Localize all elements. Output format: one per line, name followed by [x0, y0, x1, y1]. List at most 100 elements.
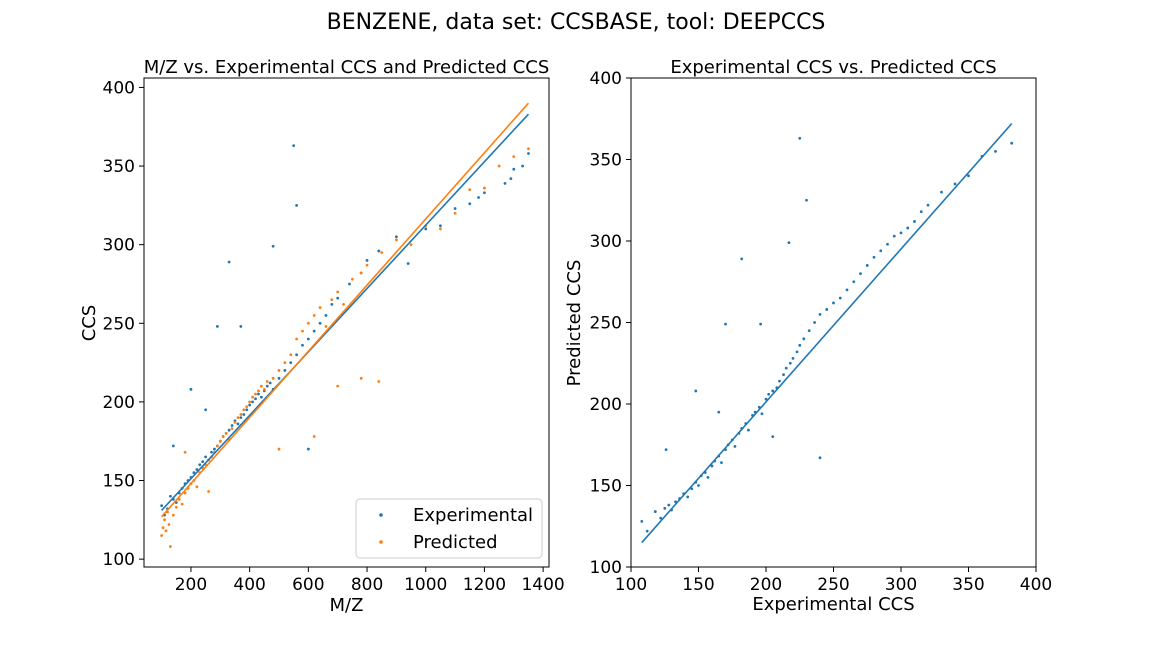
- chart-right-points: [640, 136, 1014, 533]
- data-point: [872, 255, 876, 259]
- chart-right-plot-area: [630, 77, 1037, 568]
- chart-left-x-axis: 200 400 600 800 1000 1200 1400: [175, 567, 565, 595]
- data-point: [295, 337, 299, 341]
- data-point: [798, 343, 802, 347]
- data-point: [301, 329, 304, 333]
- data-point: [503, 181, 507, 185]
- data-point: [195, 468, 199, 471]
- data-point: [213, 447, 216, 451]
- data-point: [236, 422, 240, 426]
- data-point: [798, 136, 802, 140]
- data-point: [879, 249, 883, 253]
- data-point: [259, 395, 263, 399]
- chart-right-title: Experimental CCS vs. Predicted CCS: [670, 57, 996, 78]
- data-point: [204, 408, 208, 412]
- data-point: [239, 416, 243, 420]
- data-point: [865, 264, 869, 267]
- data-point: [289, 353, 293, 357]
- data-point: [254, 397, 257, 401]
- data-point: [483, 191, 486, 195]
- chart-left: M/Z vs. Experimental CCS and Predicted C…: [79, 57, 565, 616]
- data-point: [913, 220, 916, 223]
- data-point: [218, 439, 222, 443]
- data-point: [653, 510, 657, 513]
- data-point: [667, 503, 671, 507]
- data-point: [336, 290, 340, 294]
- data-point: [306, 447, 310, 451]
- data-point: [359, 376, 363, 380]
- data-point: [365, 258, 369, 262]
- data-point: [710, 464, 714, 468]
- chart-left-plot-area: [143, 77, 550, 568]
- data-point: [468, 202, 472, 206]
- chart-left-points: [160, 144, 530, 548]
- data-point: [251, 400, 254, 404]
- data-point: [215, 444, 219, 448]
- data-point: [663, 506, 667, 510]
- data-point: [207, 490, 210, 493]
- data-point: [239, 413, 243, 416]
- data-point: [169, 494, 172, 498]
- data-point: [795, 350, 799, 354]
- data-point: [527, 152, 530, 155]
- x-tick-label: 200: [750, 575, 782, 595]
- x-tick-label: 350: [952, 575, 984, 595]
- data-point: [277, 447, 281, 451]
- data-point: [690, 487, 694, 491]
- data-point: [832, 301, 835, 305]
- data-point: [468, 188, 472, 192]
- data-point: [336, 296, 340, 300]
- data-point: [257, 389, 260, 393]
- y-tick-label: 200: [590, 395, 622, 415]
- data-point: [439, 224, 442, 228]
- x-tick-label: 1000: [404, 575, 447, 595]
- legend-label-predicted: Predicted: [413, 532, 498, 553]
- y-tick-label: 400: [590, 69, 622, 89]
- data-point: [174, 505, 178, 509]
- data-point: [198, 463, 202, 467]
- data-point: [784, 366, 788, 370]
- data-point: [342, 303, 345, 306]
- data-point: [180, 502, 184, 506]
- data-point: [292, 144, 296, 148]
- x-tick-label: 150: [682, 575, 714, 595]
- data-point: [818, 456, 822, 460]
- data-point: [845, 288, 849, 292]
- data-point: [852, 280, 856, 284]
- chart-left-legend: Experimental Predicted: [355, 498, 543, 559]
- data-point: [521, 164, 524, 168]
- y-tick-label: 400: [103, 78, 135, 98]
- data-point: [312, 314, 316, 317]
- data-point: [295, 203, 299, 207]
- data-point: [251, 395, 254, 399]
- data-point: [312, 329, 316, 333]
- data-point: [733, 444, 737, 448]
- y-tick-label: 150: [590, 477, 622, 497]
- y-tick-label: 350: [590, 151, 622, 171]
- data-point: [210, 450, 213, 454]
- data-point: [189, 387, 193, 391]
- data-point: [706, 475, 710, 479]
- data-point: [277, 369, 281, 372]
- data-point: [318, 321, 322, 325]
- y-tick-label: 350: [103, 157, 135, 177]
- data-point: [967, 174, 970, 178]
- chart-right-fit-lines: [641, 123, 1013, 544]
- data-point: [477, 196, 480, 199]
- chart-left-ylabel: CCS: [79, 305, 100, 342]
- data-point: [886, 242, 889, 246]
- chart-right-ylabel: Predicted CCS: [564, 260, 585, 387]
- data-point: [239, 325, 243, 328]
- data-point: [283, 361, 287, 364]
- figure-suptitle: BENZENE, data set: CCSBASE, tool: DEEPCC…: [327, 10, 826, 35]
- data-point: [512, 155, 516, 159]
- y-tick-label: 300: [103, 236, 135, 256]
- data-point: [906, 226, 910, 230]
- data-point: [697, 484, 700, 487]
- chart-left-fit-lines: [161, 102, 530, 518]
- data-point: [859, 272, 862, 275]
- data-point: [248, 400, 252, 404]
- data-point: [245, 405, 249, 409]
- data-point: [195, 485, 199, 489]
- fit-line: [161, 113, 530, 511]
